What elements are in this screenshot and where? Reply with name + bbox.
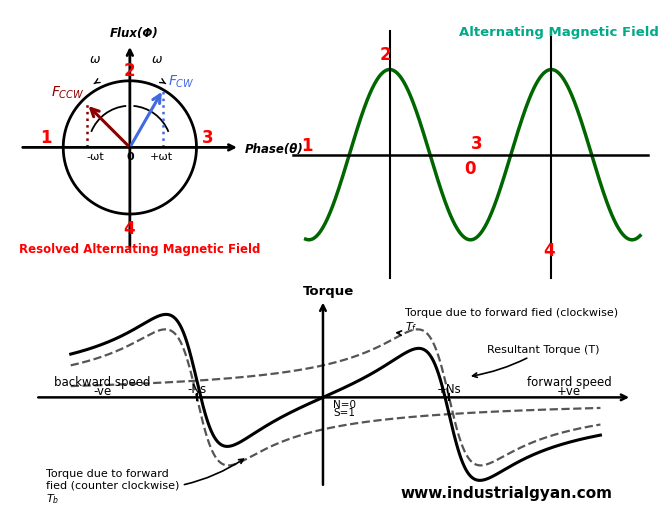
Text: +ve: +ve bbox=[557, 384, 581, 397]
Text: -ωt: -ωt bbox=[86, 152, 104, 162]
Text: 0: 0 bbox=[126, 152, 134, 162]
Text: 1: 1 bbox=[301, 137, 313, 155]
Text: +ωt: +ωt bbox=[150, 152, 174, 162]
Text: 0: 0 bbox=[464, 160, 476, 178]
Text: 3: 3 bbox=[202, 129, 213, 147]
Text: +Ns: +Ns bbox=[437, 382, 461, 395]
Text: Resolved Alternating Magnetic Field: Resolved Alternating Magnetic Field bbox=[19, 243, 261, 256]
Text: 3: 3 bbox=[470, 134, 482, 153]
Text: Torque due to forward fied (clockwise)
$T_f$: Torque due to forward fied (clockwise) $… bbox=[397, 308, 618, 336]
Text: www.industrialgyan.com: www.industrialgyan.com bbox=[401, 485, 613, 500]
Text: Phase(θ): Phase(θ) bbox=[245, 143, 303, 156]
Text: 2: 2 bbox=[123, 62, 135, 80]
Text: -Ns: -Ns bbox=[188, 382, 207, 395]
Text: $F_{CCW}$: $F_{CCW}$ bbox=[51, 84, 85, 100]
Text: Alternating Magnetic Field: Alternating Magnetic Field bbox=[459, 26, 658, 39]
Text: Flux(Φ): Flux(Φ) bbox=[109, 27, 158, 40]
Text: 4: 4 bbox=[123, 219, 135, 237]
Text: $\omega$: $\omega$ bbox=[151, 53, 163, 66]
Text: backward speed: backward speed bbox=[54, 375, 151, 388]
Text: forward speed: forward speed bbox=[526, 375, 611, 388]
Text: 2: 2 bbox=[380, 46, 392, 64]
Text: $\omega$: $\omega$ bbox=[89, 53, 101, 66]
Text: 4: 4 bbox=[543, 241, 555, 260]
Text: 1: 1 bbox=[40, 129, 51, 147]
Text: Resultant Torque (T): Resultant Torque (T) bbox=[472, 344, 599, 378]
Text: Torque due to forward
fied (counter clockwise)
$T_b$: Torque due to forward fied (counter cloc… bbox=[45, 459, 243, 505]
Text: N=0: N=0 bbox=[333, 399, 356, 409]
Text: S=1: S=1 bbox=[333, 408, 355, 417]
Text: -ve: -ve bbox=[93, 384, 111, 397]
Text: $F_{CW}$: $F_{CW}$ bbox=[168, 73, 195, 89]
Text: Torque: Torque bbox=[303, 284, 353, 297]
